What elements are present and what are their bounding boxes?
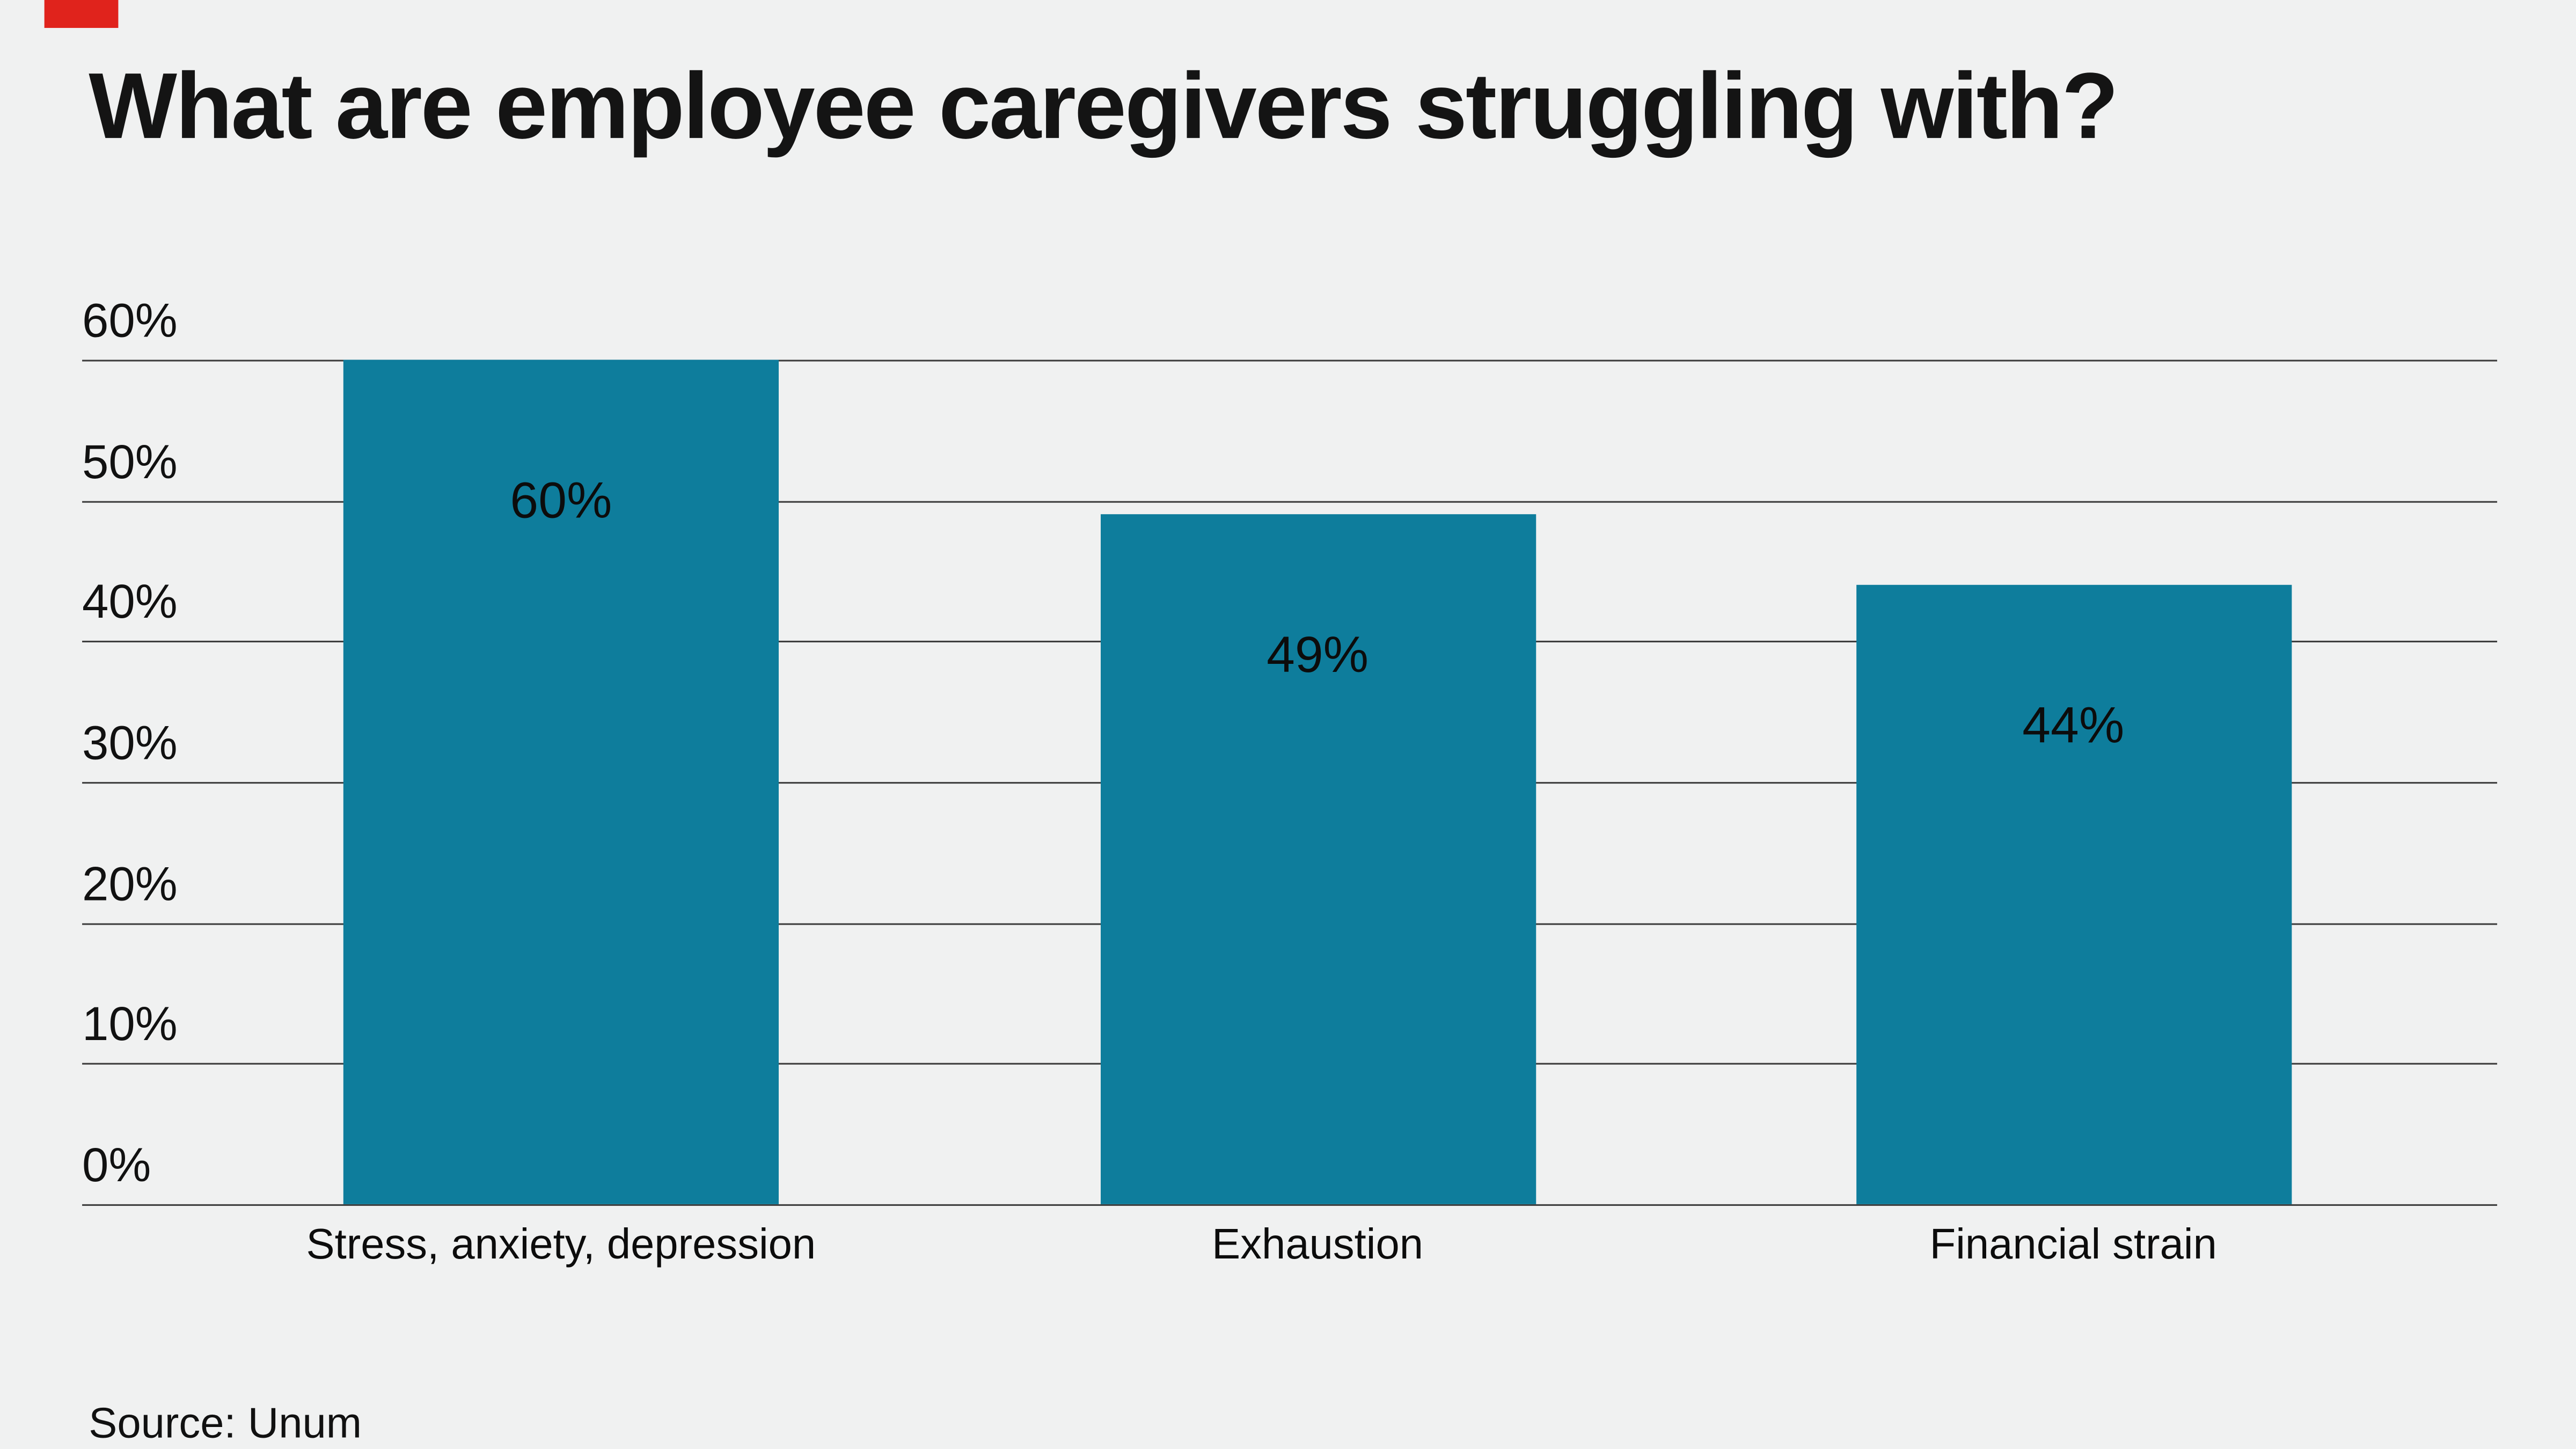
bar-2: 49% [1100,514,1535,1204]
source-note: Source: Unum [89,1398,362,1447]
x-category-label: Stress, anxiety, depression [306,1219,816,1269]
x-category-label: Financial strain [1929,1219,2217,1269]
brand-strip [44,0,119,28]
gridline [82,1204,2498,1206]
y-tick-label: 60% [82,296,178,348]
bar-value-label: 60% [510,471,612,529]
chart-title: What are employee caregivers struggling … [89,54,2119,159]
y-tick-label: 0% [82,1140,151,1193]
x-category-label: Exhaustion [1212,1219,1424,1269]
y-tick-label: 10% [82,999,178,1052]
y-tick-label: 20% [82,858,178,911]
y-tick-label: 50% [82,436,178,489]
bar-1: 60% [343,360,779,1204]
bar-value-label: 44% [2022,697,2125,755]
gridline [82,360,2498,362]
y-tick-label: 30% [82,718,178,771]
bar-3: 44% [1855,584,2291,1204]
bar-value-label: 49% [1267,626,1369,684]
y-tick-label: 40% [82,577,178,630]
gridline [82,500,2498,502]
